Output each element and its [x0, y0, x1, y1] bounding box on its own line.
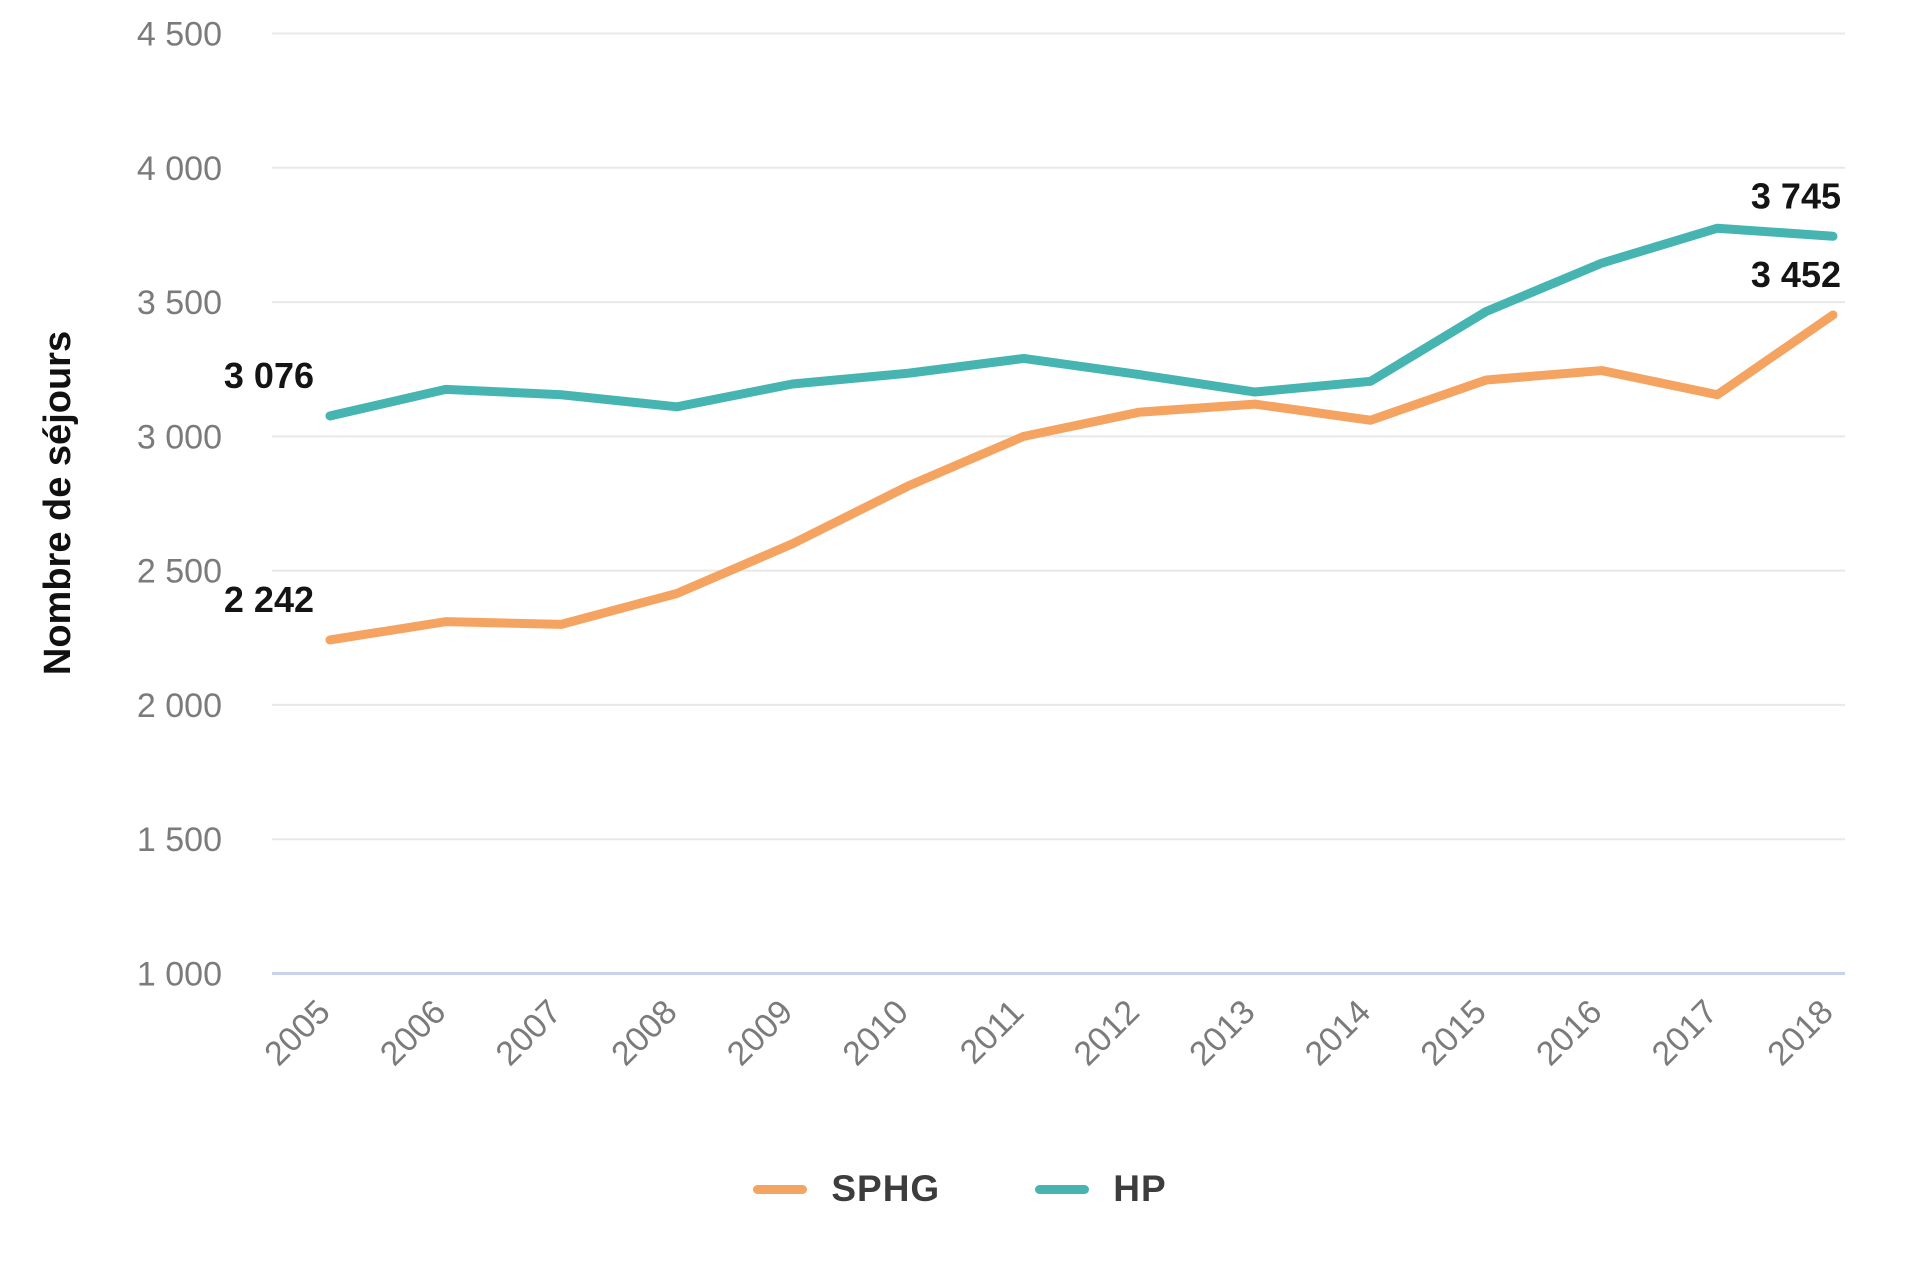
y-tick-label: 3 500	[137, 284, 222, 322]
x-tick-label: 2010	[835, 993, 915, 1073]
legend-swatch-hp	[1035, 1184, 1090, 1194]
series-line-hp	[325, 223, 1838, 421]
legend-label-hp: HP	[1113, 1168, 1167, 1209]
x-tick-label: 2007	[489, 993, 569, 1073]
y-tick-label: 4 000	[137, 150, 222, 188]
legend-item-sphg[interactable]: SPHG	[753, 1168, 940, 1210]
y-tick-label: 2 500	[137, 553, 222, 591]
x-tick-label: 2018	[1760, 993, 1840, 1073]
x-tick-label: 2017	[1645, 993, 1725, 1073]
x-tick-label: 2014	[1298, 993, 1378, 1073]
y-tick-label: 2 000	[137, 687, 222, 725]
y-axis-title: Nombre de séjours	[37, 331, 79, 675]
x-tick-label: 2015	[1413, 993, 1493, 1073]
data-label-sphg-2018: 3 452	[1751, 254, 1841, 295]
legend-swatch-sphg	[753, 1184, 808, 1194]
legend-item-hp[interactable]: HP	[1035, 1168, 1166, 1210]
y-tick-label: 4 500	[137, 16, 222, 54]
y-tick-label: 3 000	[137, 418, 222, 456]
y-tick-label: 1 000	[137, 956, 222, 994]
data-label-sphg-2005: 2 242	[224, 579, 314, 620]
y-tick-label: 1 500	[137, 821, 222, 859]
chart-legend: SPHG HP	[0, 1168, 1920, 1210]
x-tick-label: 2008	[604, 993, 684, 1073]
x-tick-label: 2005	[257, 993, 337, 1073]
x-tick-label: 2009	[720, 993, 800, 1073]
series-line-sphg	[325, 310, 1838, 645]
legend-label-sphg: SPHG	[831, 1168, 941, 1209]
x-tick-label: 2011	[953, 993, 1032, 1072]
x-tick-label: 2016	[1529, 993, 1609, 1073]
x-tick-label: 2012	[1067, 993, 1147, 1073]
x-tick-label: 2013	[1182, 993, 1262, 1073]
data-label-hp-2005: 3 076	[224, 355, 314, 396]
x-tick-label: 2006	[373, 993, 453, 1073]
data-label-hp-2018: 3 745	[1751, 175, 1841, 216]
